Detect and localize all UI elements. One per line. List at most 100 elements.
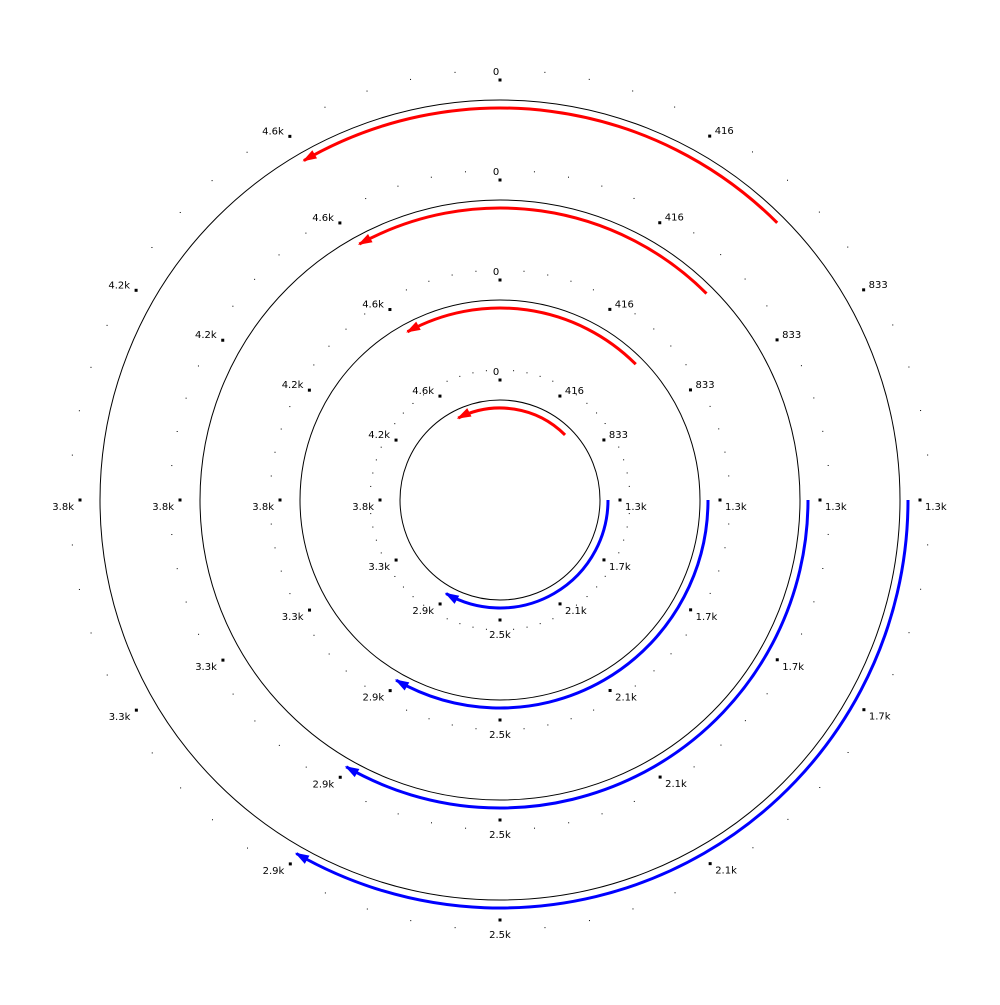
minor-tick [280,428,282,430]
tick-label: 1.3k [825,502,847,513]
minor-tick [819,787,821,789]
minor-tick [847,751,849,753]
tick-label: 3.3k [195,662,217,673]
minor-tick [588,920,590,922]
tick-label: 4.2k [368,430,390,441]
minor-tick [430,176,432,178]
tick-label: 4.2k [108,280,130,291]
minor-tick [289,406,291,408]
minor-tick [601,813,603,815]
major-tick [918,498,922,502]
minor-tick [724,451,726,453]
minor-tick [813,601,815,603]
major-tick [438,394,442,398]
minor-tick [475,728,477,730]
reverse-feature-arc [395,499,710,710]
minor-tick [454,71,456,73]
tick-label: 0 [493,267,499,278]
map-4: 0 416 833 1.3k 1.7k 2.1k 2.5k 2.9k 3.3k 3.8k 4.2k 4… [52,67,947,941]
minor-tick [526,626,528,628]
major-tick [558,602,562,606]
forward-feature-arrowhead [302,150,318,162]
forward-feature-arrowhead [406,321,421,333]
minor-tick [328,653,330,655]
major-tick [602,558,606,562]
minor-tick [728,523,730,525]
minor-tick [402,412,404,414]
minor-tick [270,475,272,477]
minor-tick [451,724,453,726]
minor-tick [394,423,396,425]
minor-tick [459,623,461,625]
minor-tick [485,370,487,372]
tick-label: 2.1k [715,866,737,877]
major-tick [862,708,866,712]
minor-tick [305,766,307,768]
minor-tick [247,847,249,849]
minor-tick [653,328,655,330]
major-tick [338,221,342,225]
minor-tick [397,185,399,187]
minor-tick [892,674,894,676]
minor-tick [485,628,487,630]
minor-tick [289,593,291,595]
minor-tick [588,78,590,80]
forward-feature-arc [303,106,779,224]
major-tick [658,775,662,779]
minor-tick [394,575,396,577]
minor-tick [523,270,525,272]
forward-feature-arc [406,306,637,366]
minor-tick [428,280,430,282]
major-tick [498,178,502,182]
minor-tick [822,430,824,432]
minor-tick [180,787,182,789]
minor-tick [171,534,173,536]
minor-tick [71,544,73,546]
tick-label: 4.6k [262,126,284,137]
minor-tick [366,908,368,910]
major-tick [438,602,442,606]
minor-tick [720,254,722,256]
major-tick [498,818,502,822]
major-tick [608,688,612,692]
tick-label: 416 [565,386,584,397]
minor-tick [586,596,588,598]
major-tick [394,438,398,442]
minor-tick [324,106,326,108]
minor-tick [71,454,73,456]
minor-tick [406,709,408,711]
minor-tick [685,364,687,366]
tick-label: 2.5k [489,930,511,941]
major-tick [498,278,502,282]
minor-tick [454,927,456,929]
major-tick [308,608,312,612]
tick-label: 4.2k [282,380,304,391]
minor-tick [513,370,515,372]
minor-tick [90,366,92,368]
tick-label: 4.6k [312,213,334,224]
major-tick [498,718,502,722]
tick-label: 3.8k [352,502,374,513]
minor-tick [596,586,598,588]
minor-tick [626,472,628,474]
minor-tick [766,305,768,307]
tick-label: 2.9k [312,779,334,790]
major-tick [498,918,502,922]
minor-tick [596,412,598,414]
minor-tick [927,544,929,546]
major-tick [608,307,612,311]
minor-tick [547,724,549,726]
minor-tick [280,570,282,572]
tick-label: 416 [715,126,734,137]
major-tick [558,394,562,398]
minor-tick [822,568,824,569]
tick-label: 416 [665,213,684,224]
minor-tick [575,394,577,396]
minor-tick [533,171,535,173]
minor-tick [446,618,448,620]
minor-tick [472,372,474,374]
map-1: 0 416 833 1.3k 1.7k 2.1k 2.5k 2.9k 3.3k 3.8k 4.2k 4… [352,367,647,641]
minor-tick [601,185,603,187]
minor-tick [345,328,347,330]
